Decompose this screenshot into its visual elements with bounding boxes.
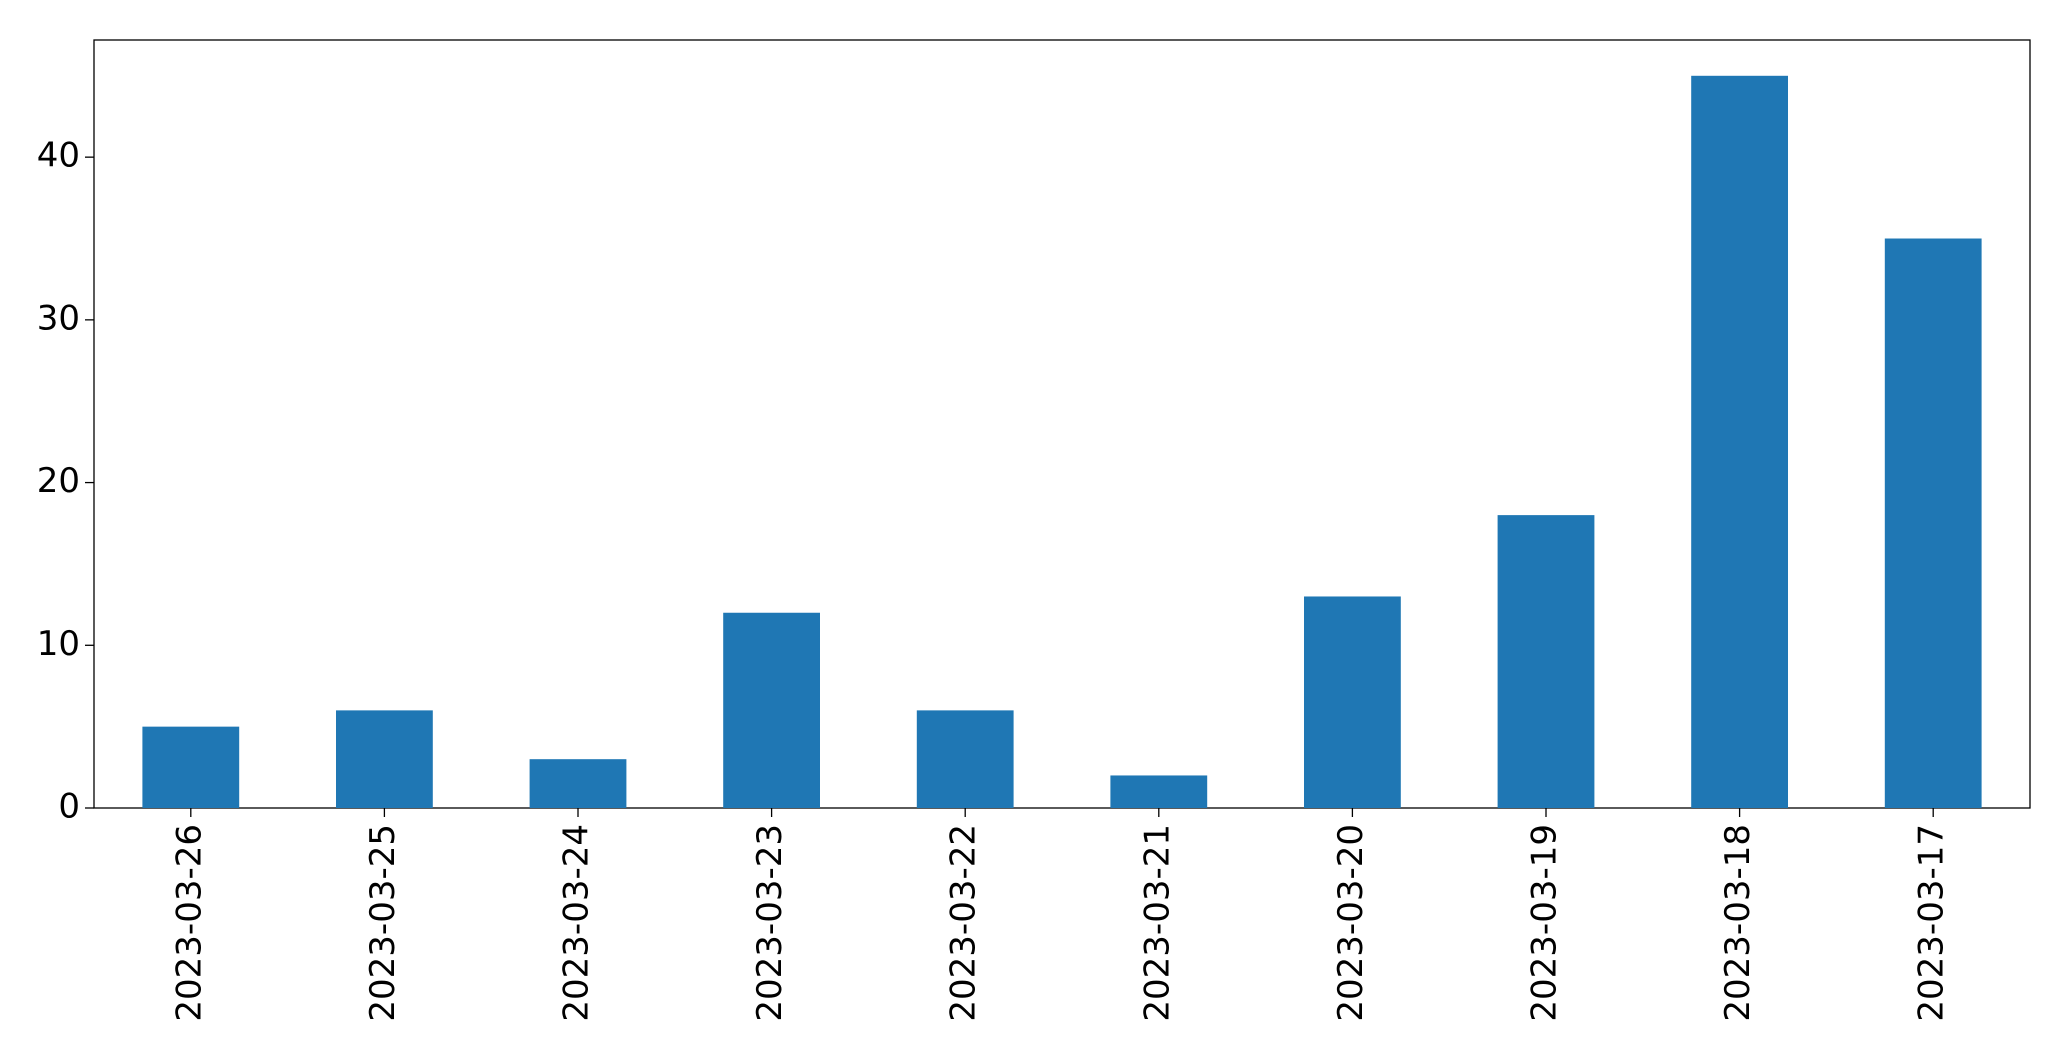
bar: [1304, 596, 1401, 808]
bar: [723, 612, 820, 808]
plot-frame: [93, 39, 2031, 809]
y-tick-label: 0: [58, 787, 80, 827]
y-tick-label: 20: [37, 461, 80, 501]
bar: [529, 759, 627, 808]
bar: [1497, 515, 1595, 808]
x-tick-label: 2023-03-26: [169, 824, 209, 1022]
x-tick-label: 2023-03-19: [1525, 824, 1565, 1022]
x-tick-label: 2023-03-21: [1137, 824, 1177, 1022]
y-tick-label: 30: [37, 298, 80, 338]
x-tick-label: 2023-03-22: [944, 824, 984, 1022]
bar: [1884, 238, 1982, 808]
bar: [336, 710, 433, 808]
x-tick-label: 2023-03-18: [1718, 824, 1758, 1022]
bar: [916, 710, 1014, 808]
x-tick-label: 2023-03-20: [1331, 824, 1371, 1022]
x-tick-label: 2023-03-24: [557, 824, 597, 1022]
y-tick-label: 10: [37, 624, 80, 664]
x-tick-label: 2023-03-23: [750, 824, 790, 1022]
bar: [142, 726, 240, 808]
bar: [1110, 775, 1208, 808]
x-tick-label: 2023-03-25: [363, 824, 403, 1022]
bar: [1691, 75, 1788, 808]
x-tick-label: 2023-03-17: [1912, 824, 1952, 1022]
y-tick-label: 40: [37, 136, 80, 176]
